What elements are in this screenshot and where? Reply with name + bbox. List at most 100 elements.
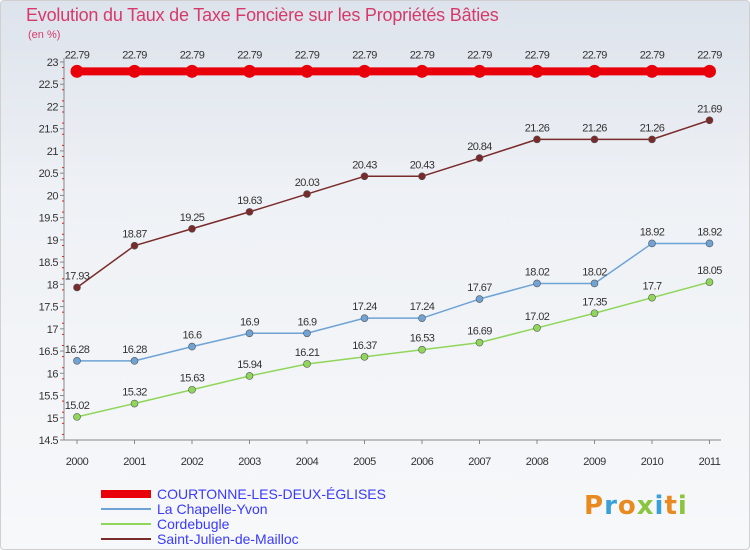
data-label: 18.87 <box>122 229 147 241</box>
data-label: 22.79 <box>352 49 377 61</box>
legend-label: Saint-Julien-de-Mailloc <box>157 531 299 547</box>
data-point <box>705 116 714 125</box>
data-label: 15.94 <box>237 359 262 371</box>
data-label: 20.03 <box>295 177 320 189</box>
data-point <box>358 64 371 78</box>
data-point <box>70 64 84 78</box>
data-point <box>303 329 311 338</box>
data-point <box>703 64 716 78</box>
y-tick-label: 16.5 <box>39 346 59 358</box>
data-label: 17.24 <box>352 301 377 313</box>
data-point <box>300 64 314 78</box>
data-point <box>475 295 484 303</box>
data-point <box>473 64 486 78</box>
chart-title: Evolution du Taux de Taxe Foncière sur l… <box>26 5 499 25</box>
data-label: 22.79 <box>697 49 722 61</box>
data-point <box>243 64 256 78</box>
y-tick-label: 19 <box>47 235 59 247</box>
data-point <box>648 135 656 144</box>
data-point <box>360 353 369 361</box>
data-label: 22.79 <box>640 49 665 61</box>
data-label: 21.26 <box>640 122 665 134</box>
y-tick-label: 19.5 <box>39 213 59 225</box>
logo-letter: x <box>636 491 655 521</box>
y-tick-label: 21.5 <box>39 124 59 136</box>
data-point <box>188 385 196 394</box>
series-line-3 <box>76 119 710 289</box>
data-point <box>245 208 254 216</box>
legend-label: La Chapelle-Yvon <box>157 501 268 517</box>
data-label: 19.25 <box>180 212 205 224</box>
data-point <box>360 172 369 181</box>
series-line-2 <box>76 281 710 418</box>
data-point <box>418 314 426 322</box>
data-label: 21.26 <box>525 122 550 134</box>
logo-letter: r <box>604 491 618 521</box>
data-label: 17.7 <box>642 281 661 293</box>
data-point <box>245 329 254 338</box>
data-label: 20.43 <box>352 159 377 171</box>
data-point <box>645 64 659 78</box>
data-point <box>418 172 426 181</box>
legend-label: COURTONNE-LES-DEUX-ÉGLISES <box>157 486 386 502</box>
data-point <box>130 357 139 365</box>
logo-letter: i <box>654 491 665 521</box>
data-label: 15.63 <box>180 373 205 385</box>
data-point <box>533 279 541 288</box>
data-label: 16.37 <box>352 340 377 352</box>
legend-swatch <box>101 538 151 540</box>
data-point <box>360 314 369 322</box>
x-tick-label: 2011 <box>699 456 721 468</box>
data-label: 16.9 <box>240 316 259 328</box>
y-tick-label: 18.5 <box>39 257 59 269</box>
x-tick-label: 2003 <box>238 456 261 468</box>
data-label: 22.79 <box>467 49 492 61</box>
data-point <box>303 190 311 198</box>
data-point <box>303 360 311 368</box>
data-point <box>73 413 81 421</box>
x-tick-label: 2009 <box>583 456 606 468</box>
x-tick-label: 2000 <box>66 456 89 468</box>
data-label: 16.21 <box>295 347 320 359</box>
data-label: 22.79 <box>180 49 205 61</box>
data-label: 18.92 <box>640 226 665 238</box>
data-label: 19.63 <box>237 195 262 207</box>
data-point <box>648 293 656 302</box>
x-tick-label: 2002 <box>181 456 204 468</box>
y-tick-label: 16 <box>47 368 59 380</box>
data-label: 16.53 <box>410 333 435 345</box>
legend-swatch <box>101 508 151 510</box>
data-point <box>128 64 141 78</box>
data-label: 17.93 <box>65 270 90 282</box>
x-tick-label: 2006 <box>411 456 434 468</box>
data-point <box>185 64 199 78</box>
data-label: 15.32 <box>122 387 147 399</box>
data-label: 22.79 <box>122 49 147 61</box>
logo-letter: t <box>664 491 678 521</box>
data-point <box>245 372 254 380</box>
data-point <box>705 239 714 248</box>
data-label: 17.24 <box>410 301 435 313</box>
data-label: 17.35 <box>582 296 607 308</box>
data-label: 16.28 <box>122 344 147 356</box>
data-point <box>73 283 81 292</box>
data-label: 16.69 <box>467 326 492 338</box>
data-point <box>130 241 139 250</box>
x-tick-label: 2001 <box>123 456 146 468</box>
x-tick-label: 2007 <box>468 456 491 468</box>
data-label: 22.79 <box>410 49 435 61</box>
data-label: 15.02 <box>65 400 90 412</box>
data-label: 18.02 <box>582 266 607 278</box>
x-tick-label: 2008 <box>526 456 549 468</box>
series-line-1 <box>77 242 710 362</box>
data-point <box>588 64 601 78</box>
data-point <box>415 64 429 78</box>
data-label: 21.69 <box>697 103 722 115</box>
y-tick-label: 22 <box>47 101 59 113</box>
data-label: 16.28 <box>65 344 90 356</box>
data-label: 17.67 <box>467 282 492 294</box>
data-point <box>530 64 544 78</box>
logo-letter: i <box>677 491 688 521</box>
data-point <box>648 239 656 248</box>
